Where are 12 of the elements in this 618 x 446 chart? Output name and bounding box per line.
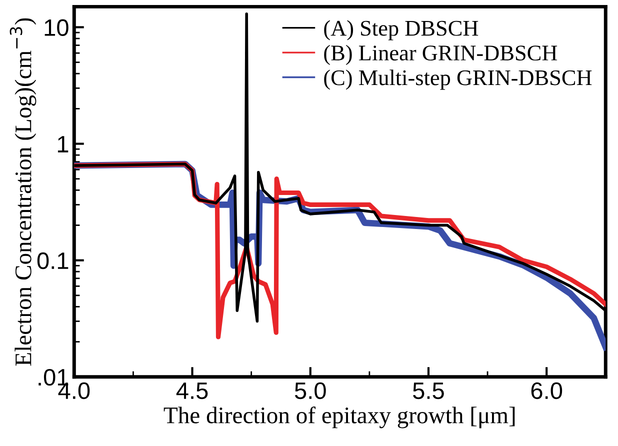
x-tick-label: 4.5 bbox=[176, 382, 208, 400]
legend-label: (B) Linear GRIN-DBSCH bbox=[324, 44, 558, 66]
x-tick-label: 5.0 bbox=[294, 382, 326, 400]
x-axis-title: The direction of epitaxy growth [μm] bbox=[164, 406, 515, 428]
x-tick-label: 5.5 bbox=[413, 382, 444, 400]
legend-label: (A) Step DBSCH bbox=[324, 20, 478, 40]
y-tick-label: 0.1 bbox=[37, 252, 68, 270]
y-tick-label: 10 bbox=[44, 19, 68, 36]
x-tick-label: 6.0 bbox=[531, 382, 562, 400]
legend-label: (C) Multi-step GRIN-DBSCH bbox=[324, 70, 592, 90]
y-axis-title: Electron Concentration (Log)(cm$^{−3}$) bbox=[10, 18, 36, 366]
y-tick-label: 1 bbox=[58, 136, 68, 152]
